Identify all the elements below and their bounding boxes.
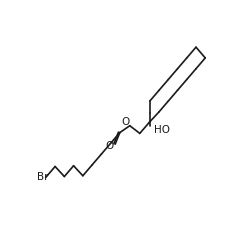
Text: O: O xyxy=(120,117,129,127)
Text: HO: HO xyxy=(153,125,169,135)
Text: O: O xyxy=(104,141,113,152)
Text: Br: Br xyxy=(36,172,48,182)
